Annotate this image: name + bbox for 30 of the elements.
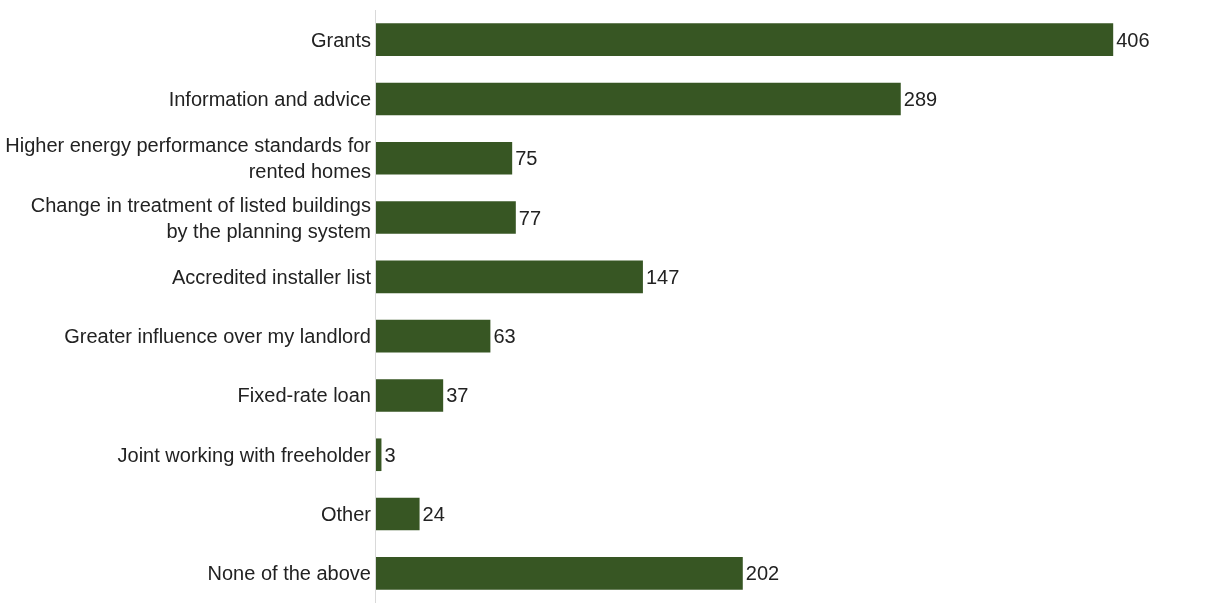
y-tick-label: Joint working with freeholder (117, 443, 372, 466)
bar (376, 201, 516, 234)
y-tick-label: None of the above (207, 562, 371, 585)
bar (376, 319, 491, 353)
bar (376, 379, 444, 412)
data-label: 406 (1116, 28, 1150, 51)
data-label: 147 (645, 265, 680, 288)
y-tick-label: Fixed-rate loan (237, 384, 371, 407)
y-tick-label: Information and advice (168, 87, 371, 110)
bar (376, 260, 643, 294)
bar (376, 557, 743, 590)
bar (376, 23, 1114, 56)
data-label: 75 (515, 147, 538, 170)
bar (376, 82, 901, 116)
y-tick-label: Accredited installer list (172, 265, 372, 288)
bar (376, 438, 382, 472)
y-tick-label: Grants (310, 28, 371, 51)
y-tick-label: Other (320, 503, 372, 526)
data-label: 202 (745, 562, 780, 585)
data-label: 24 (422, 503, 445, 526)
data-label: 289 (903, 87, 938, 110)
y-tick-label: Greater influence over my landlord (64, 325, 371, 348)
data-label: 3 (384, 443, 396, 466)
y-tick-label: Change in treatment of listed buildings by the planning system (30, 193, 371, 242)
y-tick-label: Higher energy performance standards for rented homes (5, 134, 372, 183)
bar (376, 497, 420, 531)
data-label: 63 (493, 325, 516, 348)
bar (376, 141, 513, 175)
data-label: 77 (518, 206, 542, 229)
data-label: 37 (446, 384, 469, 407)
